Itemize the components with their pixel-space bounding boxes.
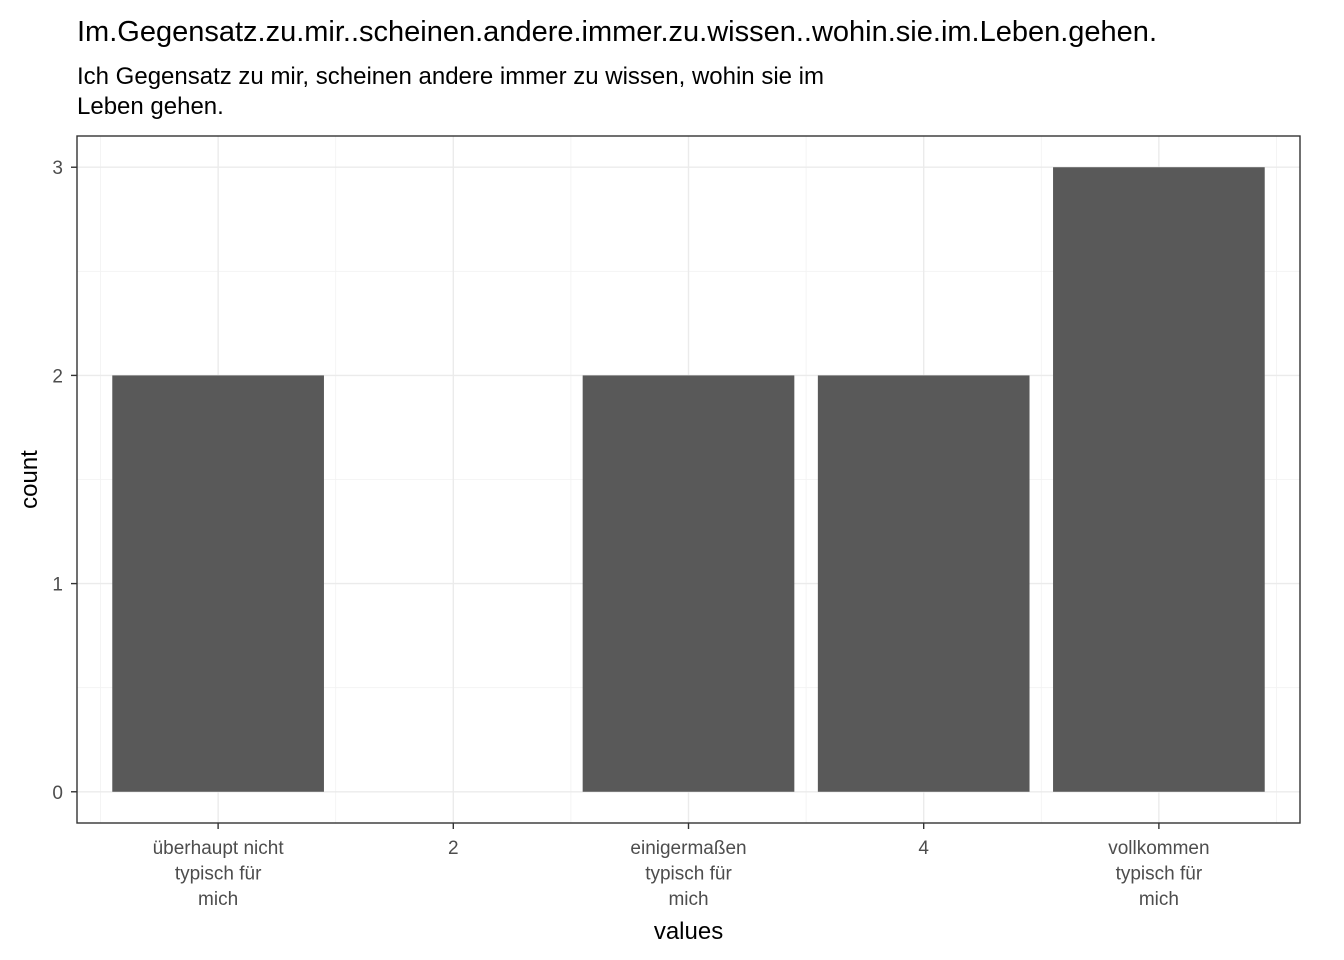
x-tick-label: 4: [918, 838, 929, 859]
y-tick-label: 0: [52, 783, 63, 804]
x-tick-label-line: typisch für: [1116, 864, 1203, 885]
x-tick-label-line: 4: [918, 838, 929, 859]
y-tick-label: 1: [52, 575, 63, 596]
x-tick-label-line: 2: [448, 838, 459, 859]
x-tick-label-line: mich: [198, 889, 238, 910]
x-tick-label-line: vollkommen: [1108, 838, 1209, 859]
y-axis-title: count: [16, 450, 43, 509]
x-tick-label: 2: [448, 838, 459, 859]
chart-title: Im.Gegensatz.zu.mir..scheinen.andere.imm…: [77, 16, 1157, 48]
x-tick-label-line: typisch für: [175, 864, 262, 885]
x-tick-label: überhaupt nicht typisch für mich: [153, 838, 285, 910]
x-tick-label: einigermaßen typisch für mich: [630, 838, 746, 910]
x-tick-label-line: mich: [668, 889, 708, 910]
y-tick-label: 3: [52, 158, 63, 179]
x-tick-label-line: mich: [1139, 889, 1179, 910]
bar: [817, 375, 1030, 792]
x-tick-label-line: einigermaßen: [630, 838, 746, 859]
bar: [582, 375, 795, 792]
bar: [112, 375, 324, 792]
x-tick-label-line: typisch für: [645, 864, 732, 885]
axes: 0 1 2 3 überhaupt nicht typisch für mich 2 einig…: [52, 158, 1209, 910]
bars: [112, 167, 1265, 792]
x-axis-title: values: [654, 918, 723, 945]
chart-subtitle: Ich Gegensatz zu mir, scheinen andere im…: [77, 63, 824, 120]
x-tick-label-line: überhaupt nicht: [153, 838, 285, 859]
x-tick-label: vollkommen typisch für mich: [1108, 838, 1209, 910]
subtitle-line: Leben gehen.: [77, 93, 224, 120]
subtitle-line: Ich Gegensatz zu mir, scheinen andere im…: [77, 63, 824, 90]
bar: [1053, 167, 1265, 792]
y-tick-label: 2: [52, 366, 63, 387]
